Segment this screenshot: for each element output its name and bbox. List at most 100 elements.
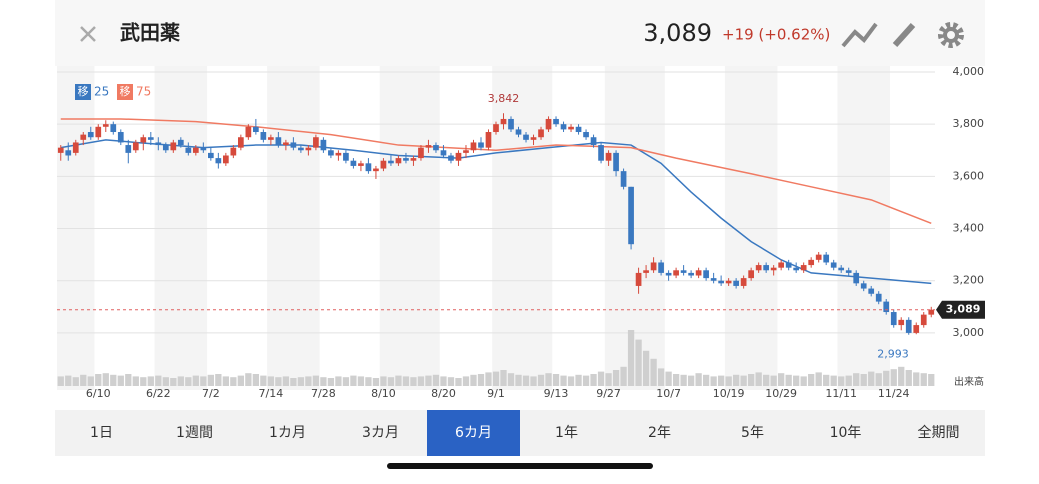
volume-bar [245,373,252,386]
volume-bar [125,374,132,386]
tab[interactable]: 全期間 [918,424,960,441]
tab[interactable]: 1カ月 [269,425,306,441]
volume-bar [575,374,582,386]
volume-bar [665,371,672,386]
tab[interactable]: 1日 [90,425,113,441]
x-tick-label: 6/22 [146,387,171,400]
volume-bar [627,330,635,386]
candle-body [695,270,702,276]
volume-bar [477,374,485,386]
stock-title: 武田薬 [120,21,180,45]
candle-body [748,270,754,279]
volume-bar [447,377,455,386]
candle-body [560,124,567,130]
candle-body [253,126,259,133]
candle-body [778,262,785,268]
tab[interactable]: 1週間 [176,425,213,441]
close-icon[interactable] [80,26,96,42]
candle-body [530,137,537,140]
x-tick-label: 10/7 [656,387,681,400]
y-tick-label: 3,600 [953,169,985,182]
volume-bar [290,378,297,386]
date-band [57,66,95,390]
tab[interactable]: 2年 [648,425,671,441]
volume-bar [95,374,102,386]
volume-bar [372,378,380,386]
y-tick-label: 3,800 [953,117,985,130]
volume-bar [485,372,492,386]
volume-bar [132,376,139,386]
volume-bar [87,376,94,386]
legend-badge: 移 [78,85,89,98]
tab[interactable]: 1年 [555,425,578,441]
candle-body [102,124,109,127]
candle-body [222,155,229,164]
volume-bar [305,376,312,386]
tab[interactable]: 10年 [830,425,862,441]
volume-label: 出来高 [954,375,984,388]
volume-bar [312,375,320,386]
candle-body [718,280,724,284]
edit-icon[interactable] [892,22,916,48]
tab[interactable]: 6カ月 [455,425,492,441]
settings-icon[interactable] [938,22,964,48]
volume-bar [695,373,702,386]
candle-body [117,132,124,143]
candle-body [418,147,424,159]
volume-bar [710,376,717,386]
low-label: 2,993 [877,348,909,361]
candle-body [763,265,770,271]
candle-body [590,137,597,146]
candle-body [230,147,237,156]
tab[interactable]: 5年 [741,425,764,441]
tab[interactable]: 3カ月 [362,425,399,441]
volume-bar [500,370,507,386]
volume-bar [687,375,695,386]
volume-bar [425,375,432,386]
candle-body [710,278,717,281]
volume-bar [770,375,777,386]
candle-body [800,265,807,271]
legend-badge-bg [75,84,91,100]
candle-body [493,124,499,133]
candle-body [883,301,890,313]
volume-bar [763,374,770,386]
candle-body [688,272,694,276]
volume-bar [747,374,755,386]
volume-bar [582,375,590,386]
volume-bar [725,376,732,386]
candle-body [508,118,514,130]
candle-body [207,152,214,159]
candle-body [95,126,102,138]
volume-bar [177,376,184,386]
candle-body [298,147,304,151]
y-tick-label: 4,000 [953,65,985,78]
candle-body [793,267,800,271]
x-tick-label: 9/1 [487,387,505,400]
candle-body [343,152,349,161]
volume-bar [57,376,64,386]
volume-bar [515,374,522,386]
volume-bar [913,372,920,386]
candle-body [72,142,79,153]
legend-label: 25 [94,85,109,99]
volume-bar [402,376,410,386]
volume-bar [462,376,470,386]
candle-body [755,265,762,271]
y-tick-label: 3,400 [953,222,985,235]
volume-bar [140,377,147,386]
volume-bar [237,375,245,386]
volume-bar [492,371,500,386]
candle-body [913,325,920,333]
candle-body [380,160,387,169]
x-tick-label: 7/14 [259,387,284,400]
volume-bar [297,377,305,386]
candle-body [673,270,679,276]
candle-body [192,147,199,153]
volume-bar [455,378,462,386]
chart-type-icon[interactable] [841,22,878,48]
y-tick-label: 3,200 [953,274,985,287]
candle-body [185,147,192,153]
volume-bar [552,374,560,386]
candle-body [365,163,372,172]
